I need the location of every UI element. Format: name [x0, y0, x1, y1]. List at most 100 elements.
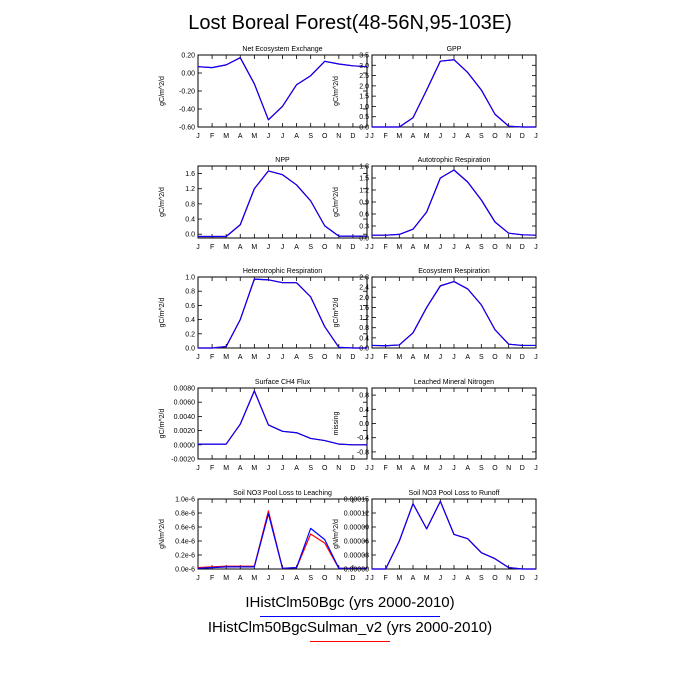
- panel-6-xtick-label: A: [465, 354, 470, 361]
- panel-8-ytick-label: 0.0: [359, 421, 369, 428]
- panel-1-xtick-label: O: [322, 133, 328, 140]
- panel-1-xtick-label: F: [210, 133, 214, 140]
- panel-9-ytick-label: 1.0e-6: [175, 497, 195, 504]
- panel-4-series-2-line: [372, 169, 537, 236]
- panel-2-ytick-label: 1.5: [359, 94, 369, 101]
- panel-2-ytick-label: 2.0: [359, 83, 369, 90]
- panel-8-frame: [371, 387, 537, 460]
- panel-2-ytick-label: 3.5: [359, 53, 369, 60]
- panel-8-title: Leached Mineral Nitrogen: [414, 379, 494, 386]
- panel-5-ylabel: gC/m^2/d: [159, 298, 166, 328]
- panel-9-ytick-label: 0.0e-6: [175, 567, 195, 574]
- panel-7-title: Surface CH4 Flux: [255, 379, 311, 386]
- panel-9-xtick-label: F: [210, 575, 214, 582]
- panel-9-series-2-line: [197, 510, 367, 569]
- panel-6-title: Ecosystem Respiration: [418, 268, 490, 275]
- panel-7-xtick-label: F: [210, 465, 214, 472]
- panel-10-ytick-label: 0.00006: [344, 539, 369, 546]
- panel-2-xtick-label: J: [439, 133, 443, 140]
- panel-8-ytick-label: -0.4: [357, 435, 369, 442]
- panel-1-xtick-label: S: [308, 133, 313, 140]
- panel-7-xtick-label: S: [308, 465, 313, 472]
- panel-7-xtick-label: M: [251, 465, 257, 472]
- panel-4-series-1-line: [372, 169, 537, 236]
- panel-4-ytick-label: 1.8: [359, 164, 369, 171]
- panel-9-xtick-label: N: [336, 575, 341, 582]
- panel-1-xtick-label: J: [267, 133, 271, 140]
- panel-1-xtick-label: M: [223, 133, 229, 140]
- panel-4-frame: [371, 165, 537, 239]
- panel-9-xtick-label: J: [365, 575, 369, 582]
- panel-5-xtick-label: J: [196, 354, 200, 361]
- panel-4-xtick-label: J: [370, 244, 374, 251]
- panel-7-xtick-label: J: [365, 465, 369, 472]
- panel-4-ytick-label: 0.6: [359, 212, 369, 219]
- panel-2-xtick-label: N: [506, 133, 511, 140]
- panel-5-xtick-label: J: [365, 354, 369, 361]
- panel-10-xtick-label: M: [396, 575, 402, 582]
- panel-7-xtick-label: M: [223, 465, 229, 472]
- panel-3-xtick-label: F: [210, 244, 214, 251]
- panel-2-xtick-label: A: [465, 133, 470, 140]
- panel-7-series-2-line: [198, 390, 367, 446]
- panel-5-ytick-label: 1.0: [185, 275, 195, 282]
- panel-10-ytick-label: 0.00012: [344, 511, 369, 518]
- panel-2-xtick-label: O: [492, 133, 498, 140]
- panel-8-xtick-label: J: [439, 465, 443, 472]
- panel-10-xtick-label: M: [424, 575, 430, 582]
- panel-2-xtick-label: M: [396, 133, 402, 140]
- panel-7-xtick-label: N: [336, 465, 341, 472]
- panel-5-xtick-label: F: [210, 354, 214, 361]
- panel-3-ytick-label: 0.8: [185, 201, 195, 208]
- panel-10-xtick-label: F: [384, 575, 388, 582]
- panel-3-ytick-label: 0.0: [185, 232, 195, 239]
- panel-4-ytick-label: 0.9: [359, 200, 369, 207]
- panel-1-xtick-label: A: [294, 133, 299, 140]
- legend-line-control: [260, 616, 440, 617]
- panel-10-xtick-label: J: [439, 575, 443, 582]
- panel-9-ylabel: gN/m^2/d: [159, 519, 166, 549]
- panel-5-ytick-label: 0.0: [185, 346, 195, 353]
- panel-1-xtick-label: J: [365, 133, 369, 140]
- panel-3-title: NPP: [275, 157, 290, 164]
- panel-3-series-2-line: [198, 170, 367, 238]
- panel-10-xtick-label: J: [534, 575, 538, 582]
- panel-9-frame: [197, 498, 368, 570]
- panel-9-title: Soil NO3 Pool Loss to Leaching: [233, 490, 332, 497]
- panel-10-ylabel: gN/m^2/d: [333, 519, 340, 549]
- panel-2-xtick-label: J: [534, 133, 538, 140]
- panel-1-xtick-label: A: [238, 133, 243, 140]
- panel-2-xtick-label: J: [452, 133, 456, 140]
- panel-6-xtick-label: A: [411, 354, 416, 361]
- panel-5-ytick-label: 0.4: [185, 317, 195, 324]
- panel-6-ytick-label: 1.6: [359, 305, 369, 312]
- panel-5-title: Heterotrophic Respiration: [243, 268, 322, 275]
- panel-2-frame: [371, 54, 537, 128]
- panel-6-xtick-label: J: [534, 354, 538, 361]
- panel-4-xtick-label: M: [424, 244, 430, 251]
- panel-4-xtick-label: S: [479, 244, 484, 251]
- panel-1-ytick-label: -0.40: [179, 107, 195, 114]
- page-title: Lost Boreal Forest(48-56N,95-103E): [188, 12, 512, 34]
- panel-4-title: Autotrophic Respiration: [418, 157, 491, 164]
- panel-6-ytick-label: 2.4: [359, 285, 369, 292]
- panel-1-ytick-label: -0.20: [179, 89, 195, 96]
- panel-3-xtick-label: J: [267, 244, 271, 251]
- panel-10-xtick-label: A: [465, 575, 470, 582]
- panel-1-xtick-label: D: [350, 133, 355, 140]
- panel-10-ytick-label: 0.00003: [344, 553, 369, 560]
- panel-1-ylabel: gC/m^2/d: [159, 76, 166, 106]
- panel-7-xtick-label: A: [238, 465, 243, 472]
- panel-7-ytick-label: 0.0020: [174, 428, 196, 435]
- panel-5-xtick-label: J: [267, 354, 271, 361]
- panel-8-ytick-label: 0.4: [359, 407, 369, 414]
- panel-6-ytick-label: 0.0: [359, 346, 369, 353]
- panel-7-ytick-label: 0.0000: [174, 442, 196, 449]
- panel-4-ytick-label: 1.5: [359, 176, 369, 183]
- panel-6-xtick-label: F: [384, 354, 388, 361]
- legend-line-experiment: [310, 641, 390, 642]
- panel-7-xtick-label: J: [267, 465, 271, 472]
- panel-5-xtick-label: A: [238, 354, 243, 361]
- panel-5-xtick-label: M: [223, 354, 229, 361]
- panel-8-ytick-label: 0.8: [359, 393, 369, 400]
